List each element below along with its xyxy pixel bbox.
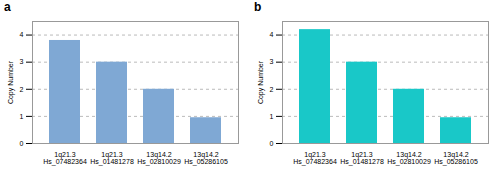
svg-text:Copy Number: Copy Number <box>257 60 265 104</box>
svg-text:13q14.2Hs_02810029: 13q14.2Hs_02810029 <box>137 151 181 166</box>
svg-text:2: 2 <box>20 86 24 93</box>
svg-text:13q14.2Hs_05286105: 13q14.2Hs_05286105 <box>184 151 228 166</box>
svg-text:13q14.2Hs_02810029: 13q14.2Hs_02810029 <box>387 151 431 166</box>
svg-text:0: 0 <box>20 140 24 147</box>
svg-text:2: 2 <box>270 86 274 93</box>
svg-text:4: 4 <box>20 31 24 38</box>
svg-text:1q21.3Hs_01481278: 1q21.3Hs_01481278 <box>340 151 384 166</box>
svg-text:0: 0 <box>270 140 274 147</box>
svg-text:1: 1 <box>20 113 24 120</box>
svg-text:3: 3 <box>270 58 274 65</box>
svg-text:Copy Number: Copy Number <box>7 60 15 104</box>
svg-text:1: 1 <box>270 113 274 120</box>
svg-text:1q21.3Hs_01481278: 1q21.3Hs_01481278 <box>90 151 134 166</box>
html-text:a: a <box>4 0 11 14</box>
svg-text:3: 3 <box>20 58 24 65</box>
svg-text:13q14.2Hs_05286105: 13q14.2Hs_05286105 <box>434 151 478 166</box>
svg-text:4: 4 <box>270 31 274 38</box>
svg-text:1q21.3Hs_07482364: 1q21.3Hs_07482364 <box>43 151 87 166</box>
svg-text:1q21.3Hs_07482364: 1q21.3Hs_07482364 <box>293 151 337 166</box>
html-text:b: b <box>254 0 262 14</box>
